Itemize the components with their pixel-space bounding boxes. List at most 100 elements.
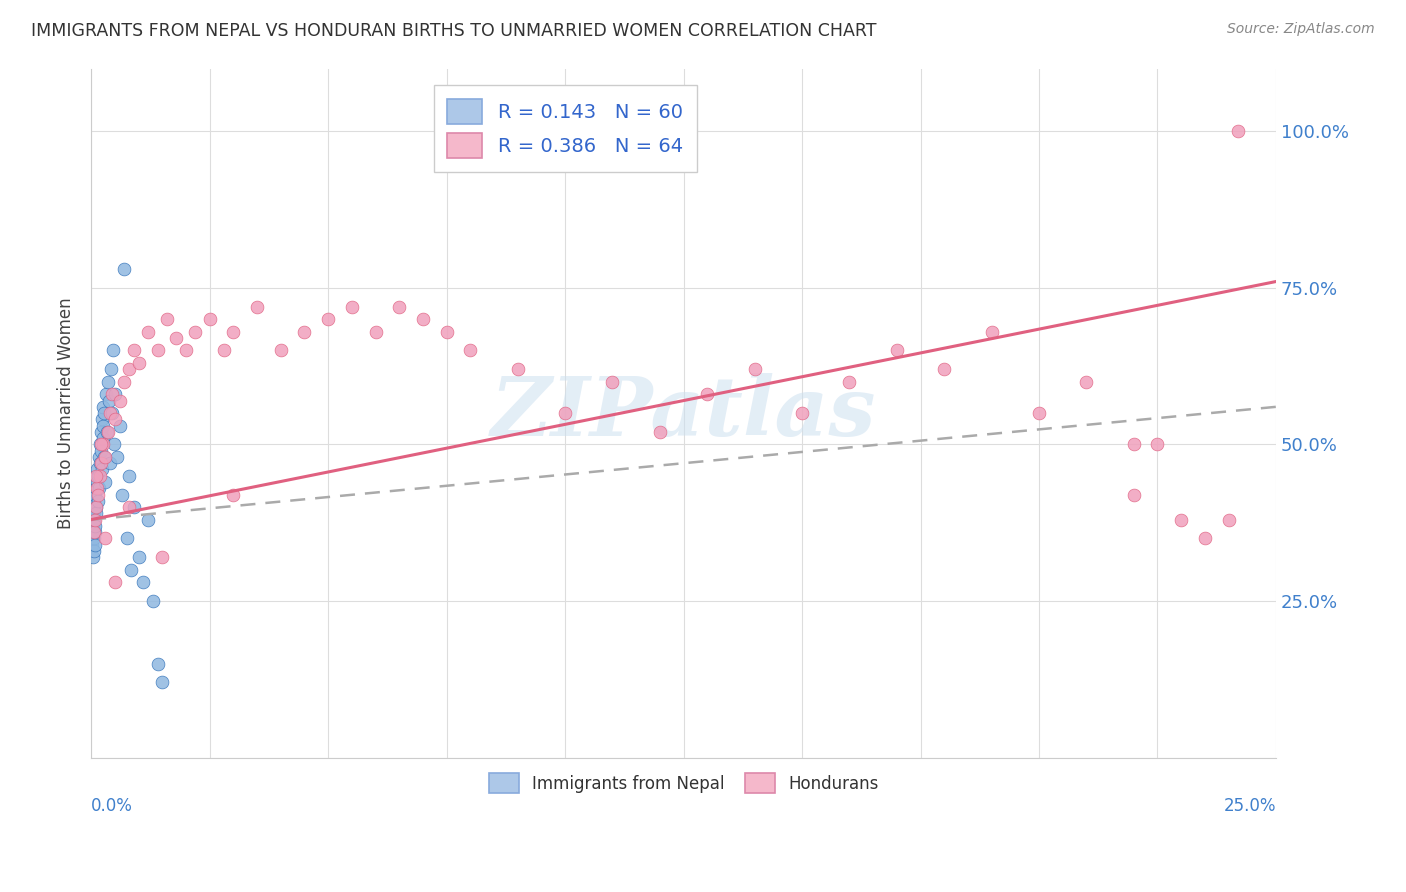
Point <box>115 532 138 546</box>
Y-axis label: Births to Unmarried Women: Births to Unmarried Women <box>58 297 75 529</box>
Point <box>87 487 110 501</box>
Point <box>82 519 104 533</box>
Point <box>122 500 145 514</box>
Point <box>101 387 124 401</box>
Point <box>111 487 134 501</box>
Point <box>91 418 114 433</box>
Point <box>1122 487 1144 501</box>
Point <box>89 468 111 483</box>
Point <box>84 487 107 501</box>
Point <box>118 500 141 514</box>
Text: 25.0%: 25.0% <box>1223 797 1277 814</box>
Point <box>89 481 111 495</box>
Point <box>87 493 110 508</box>
Point <box>980 325 1002 339</box>
Point <box>198 312 221 326</box>
Point <box>104 575 127 590</box>
Point <box>82 538 104 552</box>
Point <box>1122 437 1144 451</box>
Point <box>83 525 105 540</box>
Point <box>93 450 115 464</box>
Point <box>96 425 118 439</box>
Point <box>790 406 813 420</box>
Point <box>97 375 120 389</box>
Point <box>316 312 339 326</box>
Point <box>156 312 179 326</box>
Point <box>1170 513 1192 527</box>
Point <box>94 532 117 546</box>
Point <box>93 400 115 414</box>
Point <box>93 406 115 420</box>
Text: Source: ZipAtlas.com: Source: ZipAtlas.com <box>1227 22 1375 37</box>
Point <box>294 325 316 339</box>
Point <box>105 450 128 464</box>
Point <box>89 437 111 451</box>
Point <box>87 450 110 464</box>
Point <box>166 331 188 345</box>
Point <box>101 406 124 420</box>
Point <box>87 468 110 483</box>
Point <box>94 475 117 489</box>
Point <box>84 500 107 514</box>
Point <box>648 425 671 439</box>
Point <box>84 468 107 483</box>
Point <box>82 500 104 514</box>
Point <box>83 506 105 520</box>
Legend: Immigrants from Nepal, Hondurans: Immigrants from Nepal, Hondurans <box>481 765 887 801</box>
Point <box>90 425 112 439</box>
Point <box>146 657 169 671</box>
Point <box>146 343 169 358</box>
Point <box>82 550 104 565</box>
Point <box>118 362 141 376</box>
Point <box>1076 375 1098 389</box>
Point <box>1218 513 1240 527</box>
Point <box>136 513 159 527</box>
Point <box>84 519 107 533</box>
Point <box>184 325 207 339</box>
Point <box>1194 532 1216 546</box>
Point <box>86 475 108 489</box>
Point <box>122 343 145 358</box>
Point <box>84 500 107 514</box>
Point <box>838 375 860 389</box>
Point <box>222 487 245 501</box>
Point <box>340 300 363 314</box>
Point <box>83 525 105 540</box>
Point <box>602 375 624 389</box>
Point <box>142 594 165 608</box>
Point <box>97 425 120 439</box>
Point <box>112 375 135 389</box>
Point <box>90 456 112 470</box>
Point <box>91 431 114 445</box>
Point <box>1146 437 1168 451</box>
Point <box>246 300 269 314</box>
Point <box>744 362 766 376</box>
Point <box>83 544 105 558</box>
Point <box>83 532 105 546</box>
Point <box>108 393 131 408</box>
Point <box>98 406 121 420</box>
Point <box>98 456 121 470</box>
Point <box>212 343 235 358</box>
Point <box>86 506 108 520</box>
Point <box>90 437 112 451</box>
Point <box>86 481 108 495</box>
Point <box>222 325 245 339</box>
Text: ZIPatlas: ZIPatlas <box>491 373 876 453</box>
Point <box>174 343 197 358</box>
Point <box>84 513 107 527</box>
Point <box>90 443 112 458</box>
Point <box>436 325 458 339</box>
Point <box>83 513 105 527</box>
Point <box>91 462 114 476</box>
Point <box>104 387 127 401</box>
Point <box>458 343 481 358</box>
Point <box>101 343 124 358</box>
Point <box>103 437 125 451</box>
Point <box>90 412 112 426</box>
Point <box>388 300 411 314</box>
Point <box>506 362 529 376</box>
Point <box>150 675 173 690</box>
Point <box>132 575 155 590</box>
Point <box>86 462 108 476</box>
